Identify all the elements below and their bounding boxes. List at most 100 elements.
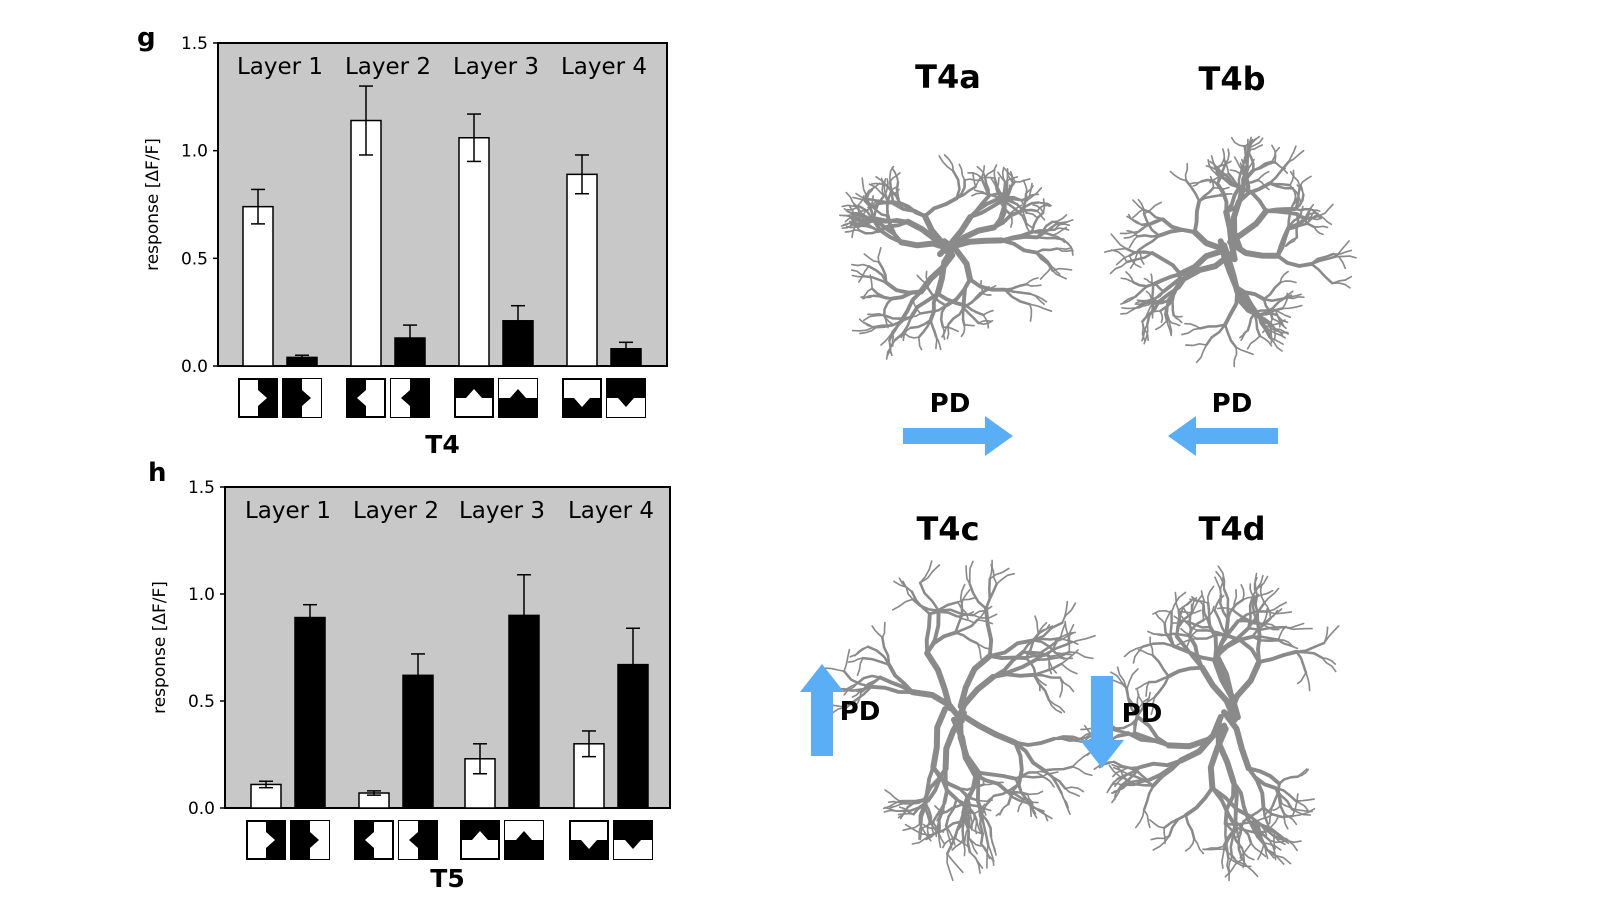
stimulus-arrow-left-icon [357, 390, 374, 406]
pd-arrow-right-icon [903, 416, 1013, 456]
chart-title: T4 [425, 430, 459, 459]
y-tick-label: 0.5 [188, 692, 215, 712]
stimulus-right-bright [238, 378, 278, 418]
stimulus-up-dark [504, 820, 544, 860]
y-tick-label: 0.0 [188, 799, 215, 819]
stimulus-arrow-right-icon [250, 390, 267, 406]
neuron-title: T4c [916, 510, 979, 548]
stimulus-half-fill [355, 821, 374, 859]
y-tick-label: 0.0 [181, 357, 208, 377]
stimulus-arrow-up-icon [510, 389, 526, 406]
bar-dark [402, 674, 434, 809]
error-bar [359, 85, 373, 156]
stimulus-arrow-right-icon [294, 390, 311, 406]
stimulus-left-dark [398, 820, 438, 860]
y-tick-label: 1.0 [188, 585, 215, 605]
pd-arrow-t4b [1168, 416, 1278, 456]
stimulus-arrow-right-icon [302, 832, 319, 848]
stimulus-half-fill [347, 379, 366, 417]
stimulus-right-bright [246, 820, 286, 860]
category-label: Layer 2 [353, 498, 439, 524]
chart-title: T5 [430, 864, 464, 893]
error-bar [511, 304, 525, 337]
stimulus-down-bright [562, 378, 602, 418]
category-label: Layer 1 [237, 54, 323, 80]
y-tick-label: 1.0 [181, 142, 208, 162]
bar-bright [458, 136, 490, 367]
pd-arrow-t4c [800, 664, 844, 756]
panel-letter-g: g [137, 23, 156, 53]
category-label: Layer 2 [345, 54, 431, 80]
stimulus-half-fill [266, 821, 285, 859]
stimulus-half-fill [461, 821, 499, 840]
stimulus-arrow-down-icon [581, 832, 597, 849]
panel-letter-h: h [148, 458, 167, 488]
pd-label: PD [840, 697, 881, 727]
category-label: Layer 4 [568, 498, 654, 524]
stimulus-half-fill [258, 379, 277, 417]
pd-label: PD [1122, 699, 1163, 729]
stimulus-half-fill [455, 379, 493, 398]
stimulus-arrow-up-icon [466, 389, 482, 406]
y-tick-label: 1.5 [181, 34, 208, 54]
neuron-t4a-morphology [838, 154, 1074, 360]
pd-label: PD [930, 389, 971, 419]
y-axis-label: response [ΔF/F] [150, 581, 170, 714]
neuron-illustrations: T4a PD T4b PD T4c PD T4d PD [800, 58, 1357, 882]
pd-arrow-left-icon [1168, 416, 1278, 456]
stimulus-arrow-up-icon [472, 831, 488, 848]
stimulus-down-dark [613, 820, 653, 860]
stimulus-left-bright [354, 820, 394, 860]
pd-arrow-up-icon [800, 664, 844, 756]
error-bar [367, 790, 381, 796]
error-bar [411, 653, 425, 698]
stimulus-left-dark [390, 378, 430, 418]
category-label: Layer 4 [561, 54, 647, 80]
stimulus-half-fill [607, 398, 645, 417]
stimulus-right-dark [282, 378, 322, 418]
stimulus-down-bright [569, 820, 609, 860]
stimulus-arrow-up-icon [516, 831, 532, 848]
error-bar [582, 730, 596, 758]
stimulus-up-dark [498, 378, 538, 418]
pd-label: PD [1212, 389, 1253, 419]
neuron-t4c-morphology [820, 559, 1099, 882]
bar-bright [242, 205, 274, 367]
pd-arrow-down-icon [1080, 676, 1124, 768]
stimulus-half-fill [310, 821, 329, 859]
stimulus-half-fill [505, 821, 543, 840]
error-bar [295, 354, 309, 361]
stimulus-arrow-down-icon [618, 390, 634, 407]
error-bar [626, 627, 640, 702]
bar-dark [294, 616, 326, 809]
neuron-title: T4a [915, 58, 981, 96]
stimulus-arrow-left-icon [401, 390, 418, 406]
stimulus-half-fill [614, 840, 652, 859]
stimulus-left-bright [346, 378, 386, 418]
stimulus-arrow-down-icon [625, 832, 641, 849]
stimulus-half-fill [399, 821, 418, 859]
y-axis-label: response [ΔF/F] [143, 138, 163, 271]
stimulus-half-fill [563, 398, 601, 417]
pd-arrow-t4d [1080, 676, 1124, 768]
stimulus-right-dark [290, 820, 330, 860]
y-tick-label: 0.5 [181, 249, 208, 269]
stimulus-arrow-left-icon [365, 832, 382, 848]
error-bar [403, 324, 417, 352]
chart-t5: 0.0 0.5 1.0 1.5 response [ΔF/F] Layer 1 Layer … [150, 478, 671, 893]
neuron-title: T4d [1199, 510, 1266, 548]
error-bar [467, 113, 481, 163]
y-tick-label: 1.5 [188, 478, 215, 498]
error-bar [259, 780, 273, 789]
bar-bright [350, 119, 382, 367]
error-bar [575, 154, 589, 195]
chart-t4: 0.0 0.5 1.0 1.5 response [ΔF/F] Layer 1 Layer … [143, 34, 668, 459]
bar-bright [566, 173, 598, 367]
category-label: Layer 3 [453, 54, 539, 80]
category-label: Layer 3 [459, 498, 545, 524]
stimulus-up-bright [454, 378, 494, 418]
category-label: Layer 1 [245, 498, 331, 524]
error-bar [303, 603, 317, 632]
error-bar [473, 743, 487, 775]
stimulus-half-fill [391, 379, 410, 417]
